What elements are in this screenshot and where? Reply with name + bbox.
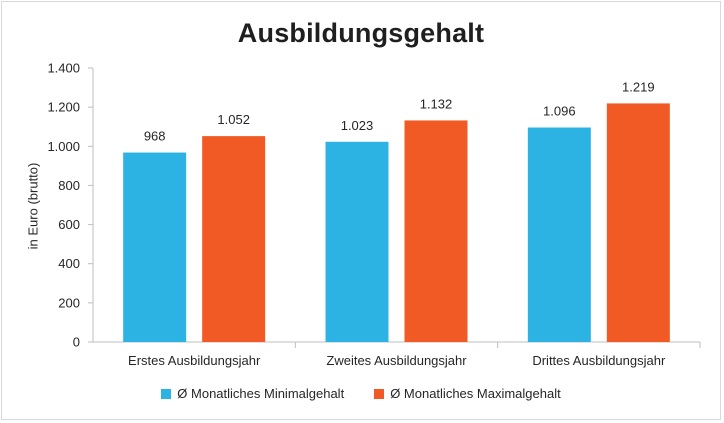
data-label: 1.052 (217, 112, 250, 127)
legend-swatch-minimal (161, 388, 172, 399)
x-tick-label: Drittes Ausbildungsjahr (532, 353, 666, 368)
legend: Ø Monatliches Minimalgehalt Ø Monatliche… (0, 386, 722, 401)
legend-label-minimal: Ø Monatliches Minimalgehalt (177, 386, 345, 401)
bar (404, 120, 468, 342)
chart-title: Ausbildungsgehalt (237, 18, 485, 48)
y-tick-label: 400 (58, 256, 80, 271)
legend-item-maximal: Ø Monatliches Maximalgehalt (374, 386, 561, 401)
bar (202, 136, 266, 342)
y-tick-label: 800 (58, 178, 80, 193)
legend-item-minimal: Ø Monatliches Minimalgehalt (161, 386, 344, 401)
bar (527, 127, 591, 342)
data-label: 1.096 (543, 103, 576, 118)
data-label: 1.132 (420, 96, 453, 111)
y-tick-label: 1.400 (47, 61, 80, 76)
x-tick-label: Erstes Ausbildungsjahr (128, 353, 261, 368)
y-tick-label: 1.000 (47, 139, 80, 154)
bar (123, 152, 187, 342)
data-label: 968 (144, 129, 166, 144)
y-tick-label: 600 (58, 217, 80, 232)
x-tick-label: Zweites Ausbildungsjahr (326, 353, 467, 368)
data-label: 1.023 (341, 118, 374, 133)
bar (325, 141, 389, 342)
y-tick-label: 0 (73, 335, 80, 350)
legend-label-maximal: Ø Monatliches Maximalgehalt (390, 386, 561, 401)
bar (606, 103, 670, 342)
y-tick-label: 200 (58, 295, 80, 310)
legend-swatch-maximal (374, 388, 385, 399)
data-label: 1.219 (622, 79, 655, 94)
y-tick-label: 1.200 (47, 100, 80, 115)
